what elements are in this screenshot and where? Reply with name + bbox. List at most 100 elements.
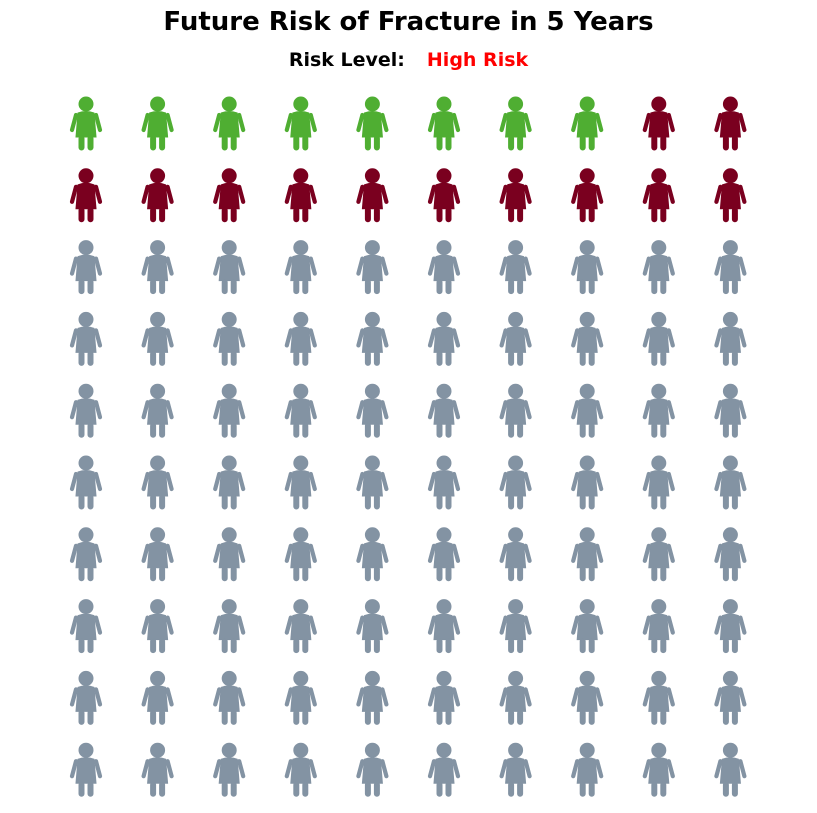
woman-figure-icon xyxy=(716,384,744,437)
woman-figure-icon xyxy=(645,671,673,724)
woman-figure-icon xyxy=(358,241,386,294)
woman-figure-icon xyxy=(72,528,100,581)
woman-figure-icon xyxy=(287,169,315,222)
woman-figure-icon xyxy=(215,456,243,509)
woman-figure-icon xyxy=(716,312,744,365)
woman-figure-icon xyxy=(215,528,243,581)
woman-figure-icon xyxy=(144,743,172,796)
woman-figure-icon xyxy=(716,169,744,222)
woman-figure-icon xyxy=(72,312,100,365)
woman-figure-icon xyxy=(287,97,315,150)
woman-figure-icon xyxy=(358,169,386,222)
woman-figure-icon xyxy=(716,743,744,796)
woman-figure-icon xyxy=(502,312,530,365)
woman-figure-icon xyxy=(215,384,243,437)
risk-level-label: Risk Level: xyxy=(288,49,405,71)
woman-figure-icon xyxy=(502,384,530,437)
woman-figure-icon xyxy=(215,600,243,653)
woman-figure-icon xyxy=(502,671,530,724)
woman-figure-icon xyxy=(573,743,601,796)
woman-figure-icon xyxy=(72,241,100,294)
woman-figure-icon xyxy=(430,528,458,581)
woman-figure-icon xyxy=(215,312,243,365)
woman-figure-icon xyxy=(430,97,458,150)
woman-figure-icon xyxy=(144,600,172,653)
woman-figure-icon xyxy=(215,241,243,294)
woman-figure-icon xyxy=(573,384,601,437)
woman-figure-icon xyxy=(573,600,601,653)
woman-figure-icon xyxy=(573,97,601,150)
woman-figure-icon xyxy=(645,169,673,222)
woman-figure-icon xyxy=(358,97,386,150)
woman-figure-icon xyxy=(430,241,458,294)
woman-figure-icon xyxy=(645,528,673,581)
woman-figure-icon xyxy=(144,528,172,581)
woman-figure-icon xyxy=(573,456,601,509)
woman-figure-icon xyxy=(287,241,315,294)
woman-figure-icon xyxy=(358,384,386,437)
woman-figure-icon xyxy=(573,241,601,294)
chart-title: Future Risk of Fracture in 5 Years xyxy=(163,7,654,37)
woman-figure-icon xyxy=(716,528,744,581)
woman-figure-icon xyxy=(358,743,386,796)
woman-figure-icon xyxy=(645,241,673,294)
woman-figure-icon xyxy=(430,169,458,222)
woman-figure-icon xyxy=(645,600,673,653)
woman-figure-icon xyxy=(502,528,530,581)
woman-figure-icon xyxy=(215,743,243,796)
woman-figure-icon xyxy=(502,743,530,796)
woman-figure-icon xyxy=(573,528,601,581)
woman-figure-icon xyxy=(573,312,601,365)
woman-figure-icon xyxy=(358,671,386,724)
woman-figure-icon xyxy=(215,169,243,222)
woman-figure-icon xyxy=(502,241,530,294)
woman-figure-icon xyxy=(144,384,172,437)
woman-figure-icon xyxy=(358,528,386,581)
woman-figure-icon xyxy=(716,97,744,150)
woman-figure-icon xyxy=(645,743,673,796)
woman-figure-icon xyxy=(645,384,673,437)
woman-figure-icon xyxy=(144,312,172,365)
risk-level-value: High Risk xyxy=(426,49,529,71)
woman-figure-icon xyxy=(573,169,601,222)
woman-figure-icon xyxy=(144,671,172,724)
woman-figure-icon xyxy=(72,600,100,653)
woman-figure-icon xyxy=(358,600,386,653)
woman-figure-icon xyxy=(430,671,458,724)
woman-figure-icon xyxy=(573,671,601,724)
woman-figure-icon xyxy=(72,384,100,437)
woman-figure-icon xyxy=(645,312,673,365)
woman-figure-icon xyxy=(287,743,315,796)
risk-level-line: Risk Level: High Risk xyxy=(0,47,817,73)
woman-figure-icon xyxy=(430,456,458,509)
woman-figure-icon xyxy=(287,600,315,653)
woman-figure-icon xyxy=(645,97,673,150)
woman-figure-icon xyxy=(72,97,100,150)
woman-figure-icon xyxy=(430,312,458,365)
woman-figure-icon xyxy=(502,97,530,150)
woman-figure-icon xyxy=(215,671,243,724)
woman-figure-icon xyxy=(287,528,315,581)
woman-figure-icon xyxy=(502,456,530,509)
woman-figure-icon xyxy=(144,169,172,222)
woman-figure-icon xyxy=(144,97,172,150)
woman-figure-icon xyxy=(716,671,744,724)
woman-figure-icon xyxy=(502,600,530,653)
woman-figure-icon xyxy=(287,384,315,437)
woman-figure-icon xyxy=(72,456,100,509)
woman-figure-icon xyxy=(716,456,744,509)
woman-figure-icon xyxy=(144,456,172,509)
woman-figure-icon xyxy=(287,456,315,509)
woman-figure-icon xyxy=(645,456,673,509)
woman-figure-icon xyxy=(144,241,172,294)
woman-figure-icon xyxy=(72,671,100,724)
woman-figure-icon xyxy=(430,384,458,437)
woman-figure-icon xyxy=(72,743,100,796)
woman-figure-icon xyxy=(430,743,458,796)
woman-figure-icon xyxy=(358,312,386,365)
woman-figure-icon xyxy=(287,312,315,365)
woman-figure-icon xyxy=(502,169,530,222)
woman-figure-icon xyxy=(358,456,386,509)
woman-figure-icon xyxy=(215,97,243,150)
